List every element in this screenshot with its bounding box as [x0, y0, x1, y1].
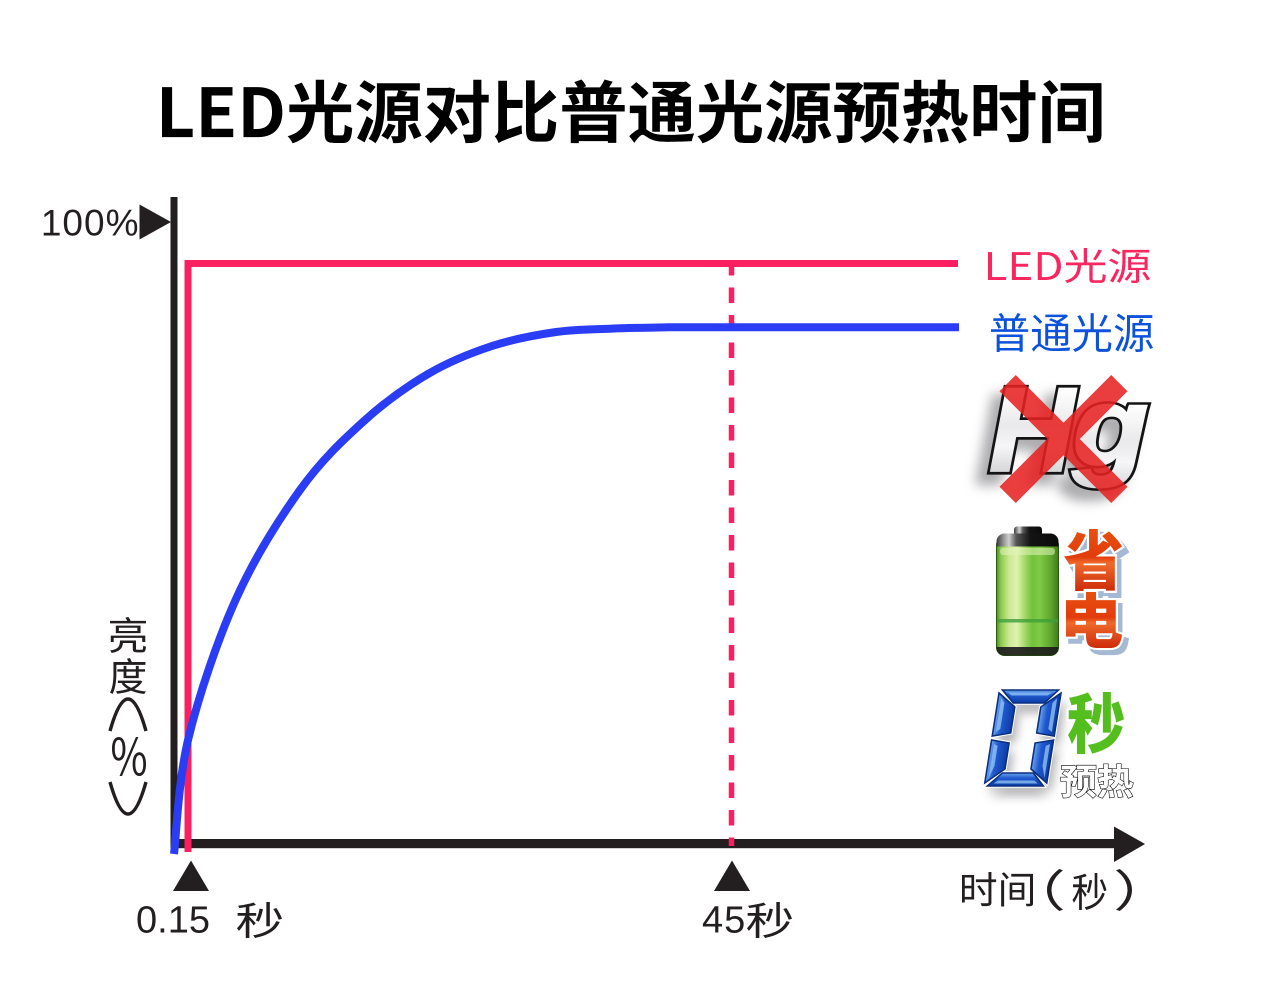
svg-text:0.15: 0.15 [136, 900, 210, 942]
svg-text:45: 45 [702, 900, 746, 942]
svg-text:100%: 100% [41, 203, 140, 244]
